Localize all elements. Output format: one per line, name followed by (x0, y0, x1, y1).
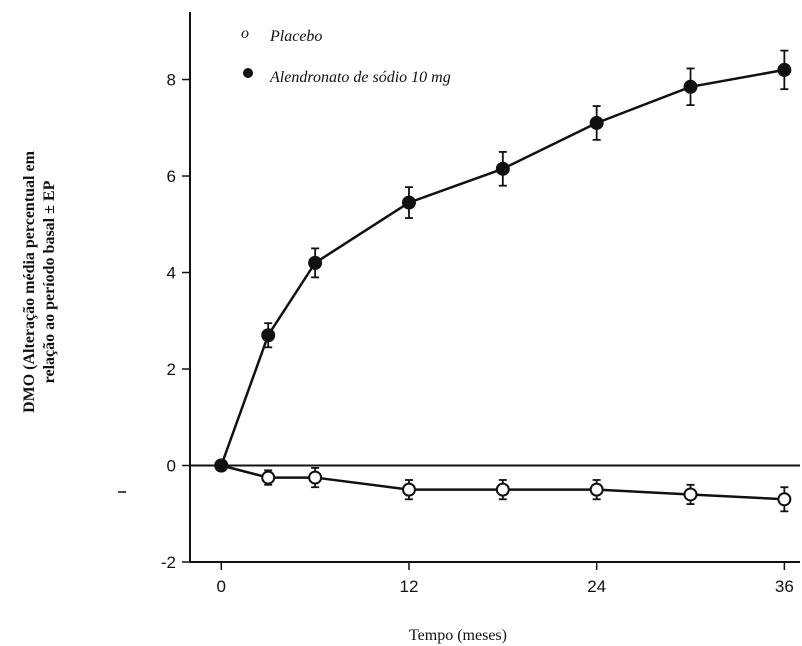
y-tick-label: -2 (161, 553, 176, 572)
legend-label-placebo: Placebo (269, 28, 322, 45)
y-tick-label: 8 (167, 71, 176, 90)
data-point-alendronato (308, 255, 323, 270)
y-tick-label: 6 (167, 167, 176, 186)
data-point-alendronato (261, 328, 276, 343)
data-point-placebo (589, 482, 604, 497)
data-point-alendronato (589, 115, 604, 130)
y-axis-title-line2: relação ao período basal ± EP (41, 180, 58, 383)
x-tick-label: 12 (400, 577, 419, 596)
data-point-alendronato (777, 62, 792, 77)
data-point-placebo (683, 487, 698, 502)
data-point-placebo (261, 470, 276, 485)
y-tick-label: 2 (167, 360, 176, 379)
legend-marker-placebo: o (241, 25, 249, 42)
y-axis-title-line1: DMO (Alteração média percentual em (21, 150, 38, 413)
legend: o Placebo Alendronato de sódio 10 mg (241, 25, 451, 86)
data-point-alendronato (683, 79, 698, 94)
series-line-alendronato (220, 68, 785, 466)
data-point-alendronato (214, 458, 229, 473)
data-point-placebo (777, 492, 792, 507)
x-tick-label: 36 (775, 577, 794, 596)
data-point-placebo (495, 482, 510, 497)
series-line-placebo (220, 464, 785, 501)
data-point-placebo (401, 482, 416, 497)
x-axis-title: Tempo (meses) (409, 627, 507, 644)
legend-marker-alendronato (243, 68, 253, 78)
data-point-placebo (308, 470, 323, 485)
series-layer (214, 49, 792, 513)
y-tick-label: 4 (167, 264, 176, 283)
x-tick-label: 0 (217, 577, 226, 596)
x-tick-label: 24 (587, 577, 606, 596)
legend-label-alendronato: Alendronato de sódio 10 mg (269, 69, 451, 86)
y-axis-title: DMO (Alteração média percentual em relaç… (21, 150, 58, 413)
data-point-alendronato (495, 161, 510, 176)
data-point-alendronato (401, 195, 416, 210)
y-tick-label: 0 (167, 457, 176, 476)
